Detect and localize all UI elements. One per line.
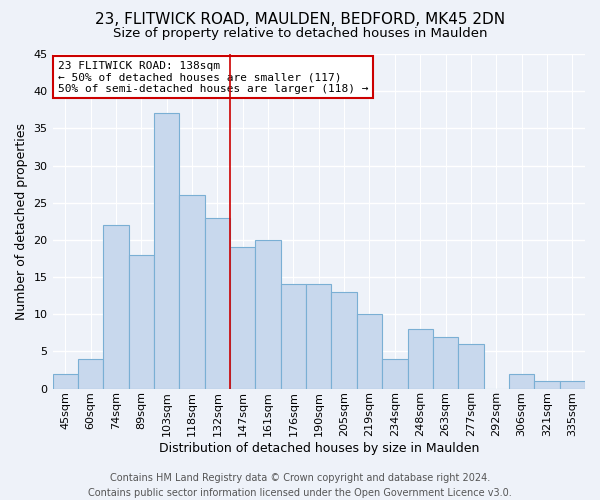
Bar [78, 359, 103, 388]
Bar [179, 196, 205, 388]
Bar [534, 381, 560, 388]
Bar [103, 225, 128, 388]
Bar [306, 284, 331, 389]
Bar [256, 240, 281, 388]
Bar [154, 114, 179, 388]
Bar [230, 248, 256, 388]
Bar [331, 292, 357, 388]
Text: Size of property relative to detached houses in Maulden: Size of property relative to detached ho… [113, 28, 487, 40]
Text: 23, FLITWICK ROAD, MAULDEN, BEDFORD, MK45 2DN: 23, FLITWICK ROAD, MAULDEN, BEDFORD, MK4… [95, 12, 505, 28]
Text: 23 FLITWICK ROAD: 138sqm
← 50% of detached houses are smaller (117)
50% of semi-: 23 FLITWICK ROAD: 138sqm ← 50% of detach… [58, 60, 368, 94]
Bar [382, 359, 407, 388]
Bar [407, 329, 433, 388]
Bar [128, 254, 154, 388]
Bar [560, 381, 585, 388]
Bar [458, 344, 484, 389]
Text: Contains HM Land Registry data © Crown copyright and database right 2024.
Contai: Contains HM Land Registry data © Crown c… [88, 472, 512, 498]
Bar [433, 336, 458, 388]
Y-axis label: Number of detached properties: Number of detached properties [15, 123, 28, 320]
Bar [53, 374, 78, 388]
X-axis label: Distribution of detached houses by size in Maulden: Distribution of detached houses by size … [158, 442, 479, 455]
Bar [509, 374, 534, 388]
Bar [357, 314, 382, 388]
Bar [281, 284, 306, 389]
Bar [205, 218, 230, 388]
